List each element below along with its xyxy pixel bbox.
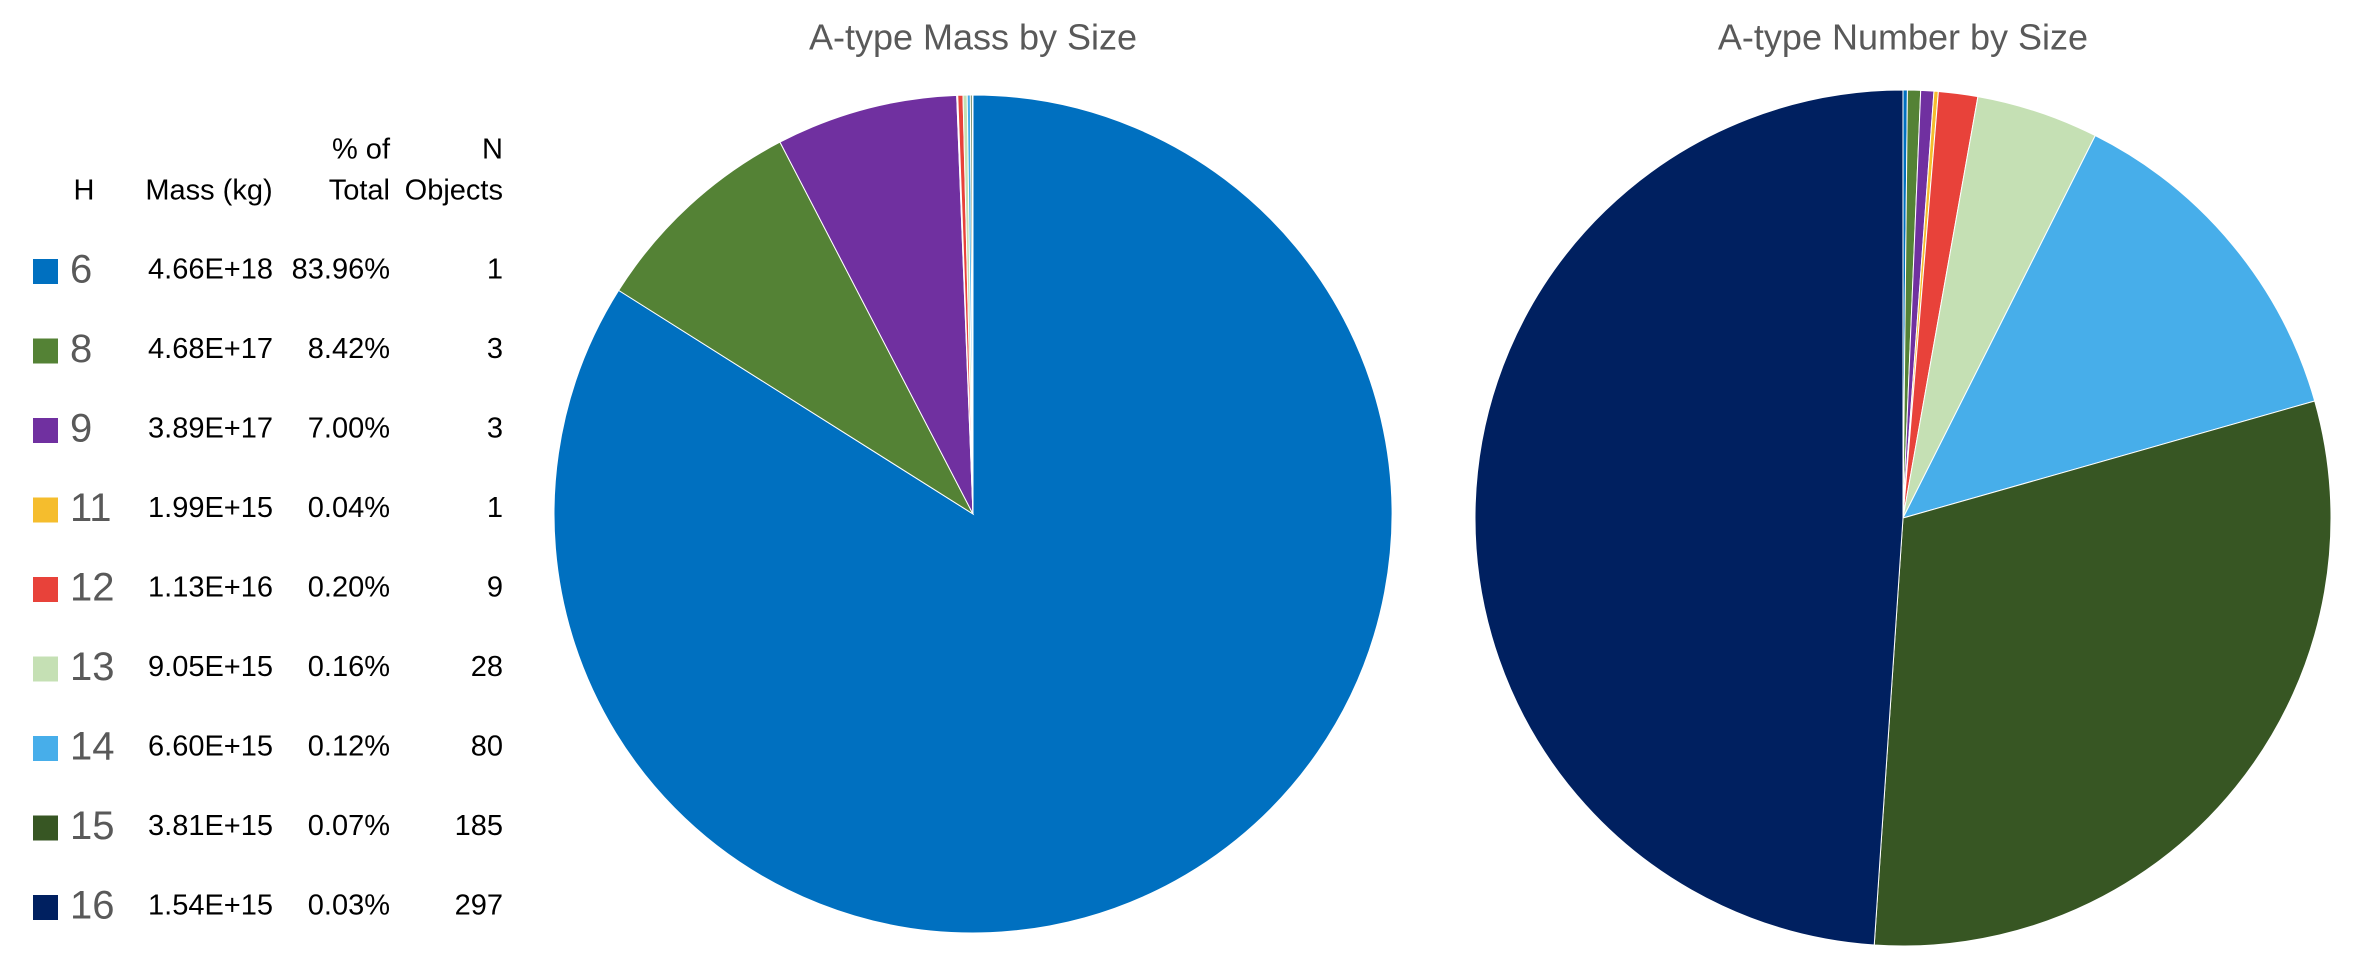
table-header: N xyxy=(482,134,503,166)
percent-cell: 0.16% xyxy=(308,651,390,683)
percent-cell: 8.42% xyxy=(308,333,390,365)
legend-swatch xyxy=(33,259,58,284)
percent-cell: 83.96% xyxy=(292,254,390,286)
pie-slice xyxy=(1902,134,2316,519)
h-label: 16 xyxy=(70,884,115,928)
percent-cell: 7.00% xyxy=(308,413,390,445)
count-cell: 1 xyxy=(487,254,503,286)
legend-swatch xyxy=(33,736,58,761)
percent-cell: 0.20% xyxy=(308,572,390,604)
pie-slice xyxy=(779,94,974,515)
h-label: 15 xyxy=(70,804,115,848)
percent-cell: 0.07% xyxy=(308,810,390,842)
mass-cell: 6.60E+15 xyxy=(148,731,273,763)
h-label: 12 xyxy=(70,566,115,610)
count-cell: 3 xyxy=(487,413,503,445)
h-label: 11 xyxy=(70,486,112,530)
legend-swatch xyxy=(33,656,58,682)
table-header: Total xyxy=(329,175,390,207)
pie-slice xyxy=(971,94,974,515)
legend-swatch xyxy=(33,577,58,602)
pie-slice xyxy=(617,141,975,516)
mass-cell: 9.05E+15 xyxy=(148,651,273,683)
table-header: % of xyxy=(332,134,391,166)
chart-title: A-type Mass by Size xyxy=(809,17,1137,58)
table-header: Mass (kg) xyxy=(145,175,272,207)
mass-cell: 4.66E+18 xyxy=(148,254,273,286)
h-label: 14 xyxy=(70,725,115,769)
table-header: H xyxy=(74,175,95,207)
percent-cell: 0.04% xyxy=(308,492,390,524)
pie-slice xyxy=(553,94,1393,934)
count-cell: 80 xyxy=(471,731,503,763)
count-cell: 297 xyxy=(455,890,503,922)
table-header: Objects xyxy=(405,175,503,207)
legend-swatch xyxy=(33,895,58,920)
mass-cell: 3.89E+17 xyxy=(148,413,273,445)
percent-cell: 0.12% xyxy=(308,731,390,763)
chart-title: A-type Number by Size xyxy=(1718,17,2088,58)
pie-slice xyxy=(1873,400,2332,947)
mass-cell: 1.99E+15 xyxy=(148,492,273,524)
percent-cell: 0.03% xyxy=(308,890,390,922)
pie-slice xyxy=(1474,89,1904,946)
h-label: 6 xyxy=(70,248,92,292)
count-cell: 1 xyxy=(487,492,503,524)
h-label: 9 xyxy=(70,407,92,451)
mass-cell: 1.13E+16 xyxy=(148,572,273,604)
count-cell: 3 xyxy=(487,333,503,365)
legend-swatch xyxy=(33,418,58,443)
mass-cell: 4.68E+17 xyxy=(148,333,273,365)
legend-swatch xyxy=(33,815,58,841)
legend-swatch xyxy=(33,497,58,523)
count-cell: 28 xyxy=(471,651,503,683)
mass-cell: 1.54E+15 xyxy=(148,890,273,922)
h-label: 13 xyxy=(70,645,115,689)
count-cell: 9 xyxy=(487,572,503,604)
count-cell: 185 xyxy=(455,810,503,842)
mass-cell: 3.81E+15 xyxy=(148,810,273,842)
legend-swatch xyxy=(33,338,58,364)
h-label: 8 xyxy=(70,327,92,371)
